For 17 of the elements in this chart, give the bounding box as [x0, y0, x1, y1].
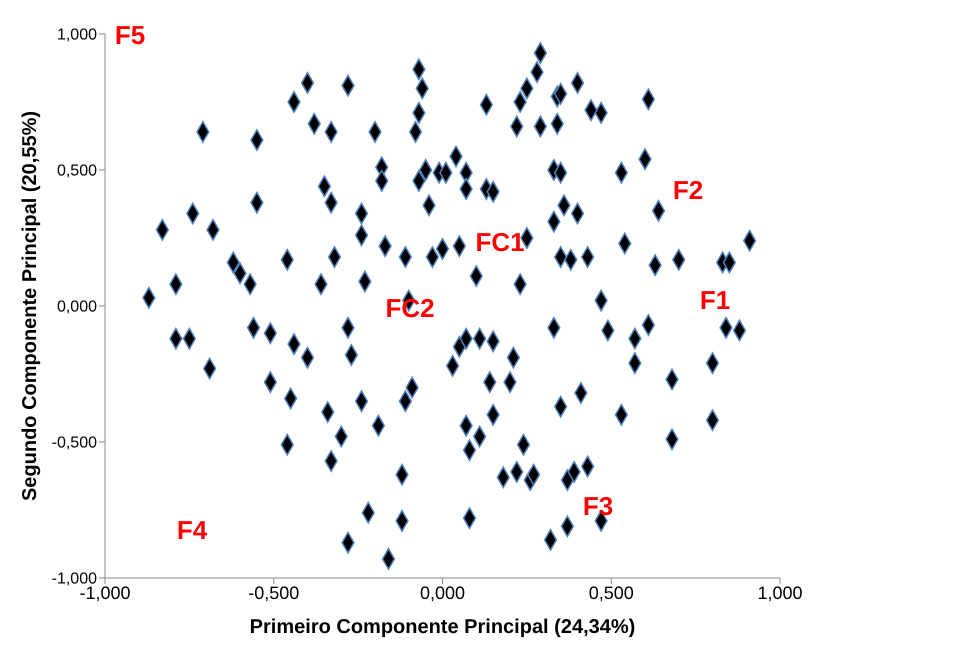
x-tick-label: -0,500	[248, 582, 300, 603]
annotation: FC2	[385, 293, 435, 323]
annotation: F1	[700, 285, 730, 315]
x-tick-label: 1,000	[757, 582, 803, 603]
x-axis-title: Primeiro Componente Principal (24,34%)	[250, 616, 636, 638]
y-tick-label: 1,000	[56, 26, 98, 44]
annotation: F4	[176, 515, 208, 545]
y-tick-label: 0,500	[56, 162, 98, 180]
annotation: F2	[672, 175, 704, 205]
x-tick-label: 0,000	[420, 582, 466, 603]
y-axis-title: Segundo Componente Principal (20,55%)	[19, 110, 42, 502]
y-tick-label: 0,000	[56, 298, 98, 316]
annotation: F5	[114, 20, 146, 50]
x-tick-label: 0,500	[588, 582, 634, 603]
annotation: F3	[582, 491, 614, 521]
y-tick-label: -0,500	[52, 434, 98, 452]
annotation: FC1	[475, 227, 525, 257]
